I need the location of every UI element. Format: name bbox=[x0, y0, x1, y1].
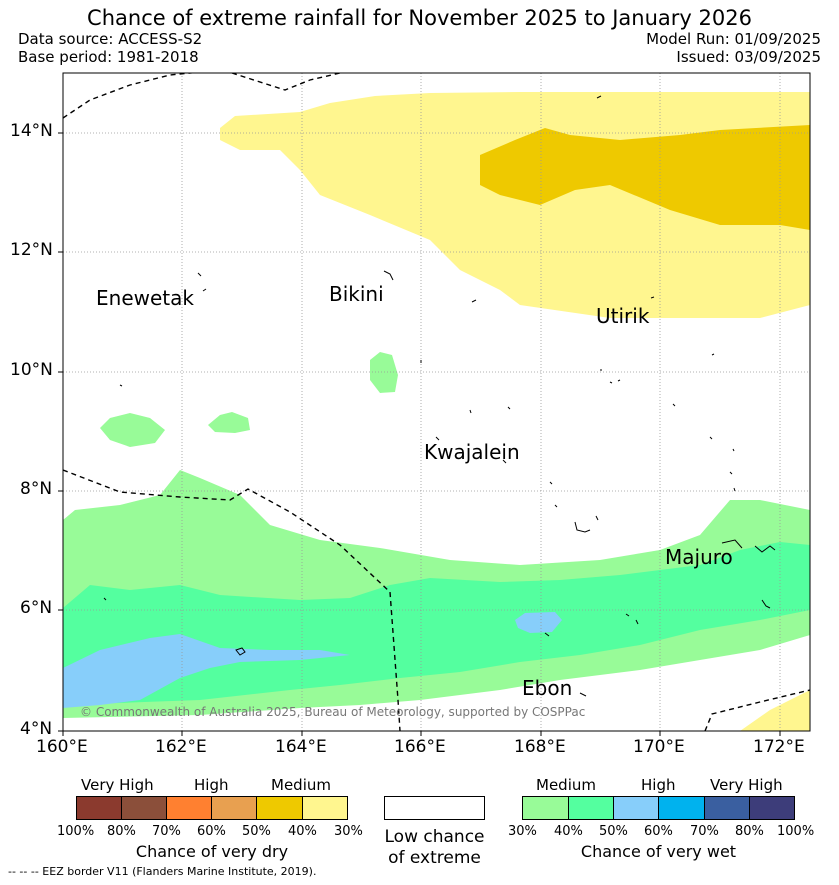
dry-swatch-40-30 bbox=[302, 796, 348, 820]
place-label-enewetak: Enewetak bbox=[96, 286, 194, 310]
wet-medium-island-c bbox=[370, 352, 398, 393]
dry-medium-se-area bbox=[740, 690, 810, 731]
dry-swatch-60-50 bbox=[211, 796, 257, 820]
map-title: Chance of extreme rainfall for November … bbox=[87, 6, 752, 30]
place-label-majuro: Majuro bbox=[665, 545, 733, 569]
axis-ticks bbox=[58, 132, 781, 736]
wet-swatch-50-60 bbox=[613, 796, 659, 820]
wet-tick-40: 40% bbox=[554, 824, 583, 839]
dry-medium-40-50-area bbox=[480, 125, 810, 230]
dry-tick-80: 80% bbox=[107, 824, 136, 839]
rainfall-map bbox=[58, 72, 811, 736]
eez-borders bbox=[63, 73, 810, 731]
dry-swatch-100-80 bbox=[76, 796, 122, 820]
lon-tick-172e: 172°E bbox=[753, 737, 805, 757]
wet-tick-50: 50% bbox=[599, 824, 628, 839]
place-label-bikini: Bikini bbox=[329, 282, 384, 306]
copyright-notice: © Commonwealth of Australia 2025, Bureau… bbox=[80, 705, 586, 719]
wet-tick-60: 60% bbox=[644, 824, 673, 839]
wet-tick-100: 100% bbox=[777, 824, 815, 839]
place-label-kwajalein: Kwajalein bbox=[424, 440, 520, 464]
lat-tick-10n: 10°N bbox=[10, 360, 53, 380]
dry-tick-30: 30% bbox=[334, 824, 363, 839]
lat-tick-14n: 14°N bbox=[10, 121, 53, 141]
lat-tick-12n: 12°N bbox=[10, 240, 53, 260]
low-chance-label-line2: of extreme bbox=[388, 848, 481, 868]
wet-swatch-30-40 bbox=[522, 796, 569, 820]
lon-tick-160e: 160°E bbox=[36, 737, 88, 757]
lat-tick-8n: 8°N bbox=[20, 479, 53, 499]
base-period: Base period: 1981-2018 bbox=[18, 48, 199, 66]
model-run: Model Run: 01/09/2025 bbox=[646, 30, 821, 48]
low-chance-swatch bbox=[384, 796, 485, 820]
wet-swatch-70-80 bbox=[704, 796, 750, 820]
place-label-utirik: Utirik bbox=[596, 304, 650, 328]
dry-legend-medium: Medium bbox=[271, 776, 331, 794]
data-source: Data source: ACCESS-S2 bbox=[18, 30, 203, 48]
dry-tick-70: 70% bbox=[152, 824, 181, 839]
lat-tick-6n: 6°N bbox=[20, 598, 53, 618]
wet-swatch-60-70 bbox=[658, 796, 705, 820]
dry-swatch-70-60 bbox=[166, 796, 212, 820]
place-label-ebon: Ebon bbox=[522, 676, 573, 700]
lon-tick-166e: 166°E bbox=[394, 737, 446, 757]
dry-tick-60: 60% bbox=[197, 824, 226, 839]
dry-legend-very-high: Very High bbox=[81, 776, 154, 794]
dry-legend-title: Chance of very dry bbox=[135, 842, 289, 861]
wet-medium-island-a bbox=[100, 413, 165, 447]
wet-tick-80: 80% bbox=[735, 824, 764, 839]
wet-tick-70: 70% bbox=[690, 824, 719, 839]
issued-date: Issued: 03/09/2025 bbox=[676, 48, 821, 66]
atoll-outlines bbox=[103, 95, 776, 697]
wet-legend-high: High bbox=[641, 776, 676, 794]
map-frame bbox=[62, 72, 811, 732]
wet-legend-title: Chance of very wet bbox=[580, 842, 737, 861]
lat-tick-4n: 4°N bbox=[20, 719, 53, 739]
dry-legend-high: High bbox=[194, 776, 229, 794]
wet-legend-very-high: Very High bbox=[710, 776, 783, 794]
wet-tick-30: 30% bbox=[508, 824, 537, 839]
wet-high-50-60-area bbox=[63, 634, 350, 708]
wet-high-patch bbox=[515, 612, 562, 633]
lon-tick-170e: 170°E bbox=[633, 737, 685, 757]
lon-tick-162e: 162°E bbox=[155, 737, 207, 757]
wet-legend-medium: Medium bbox=[536, 776, 596, 794]
dry-swatch-80-70 bbox=[121, 796, 167, 820]
wet-swatch-40-50 bbox=[568, 796, 614, 820]
low-chance-label-line1: Low chance bbox=[384, 827, 485, 847]
wet-medium-island-b bbox=[208, 412, 250, 433]
lon-tick-168e: 168°E bbox=[514, 737, 566, 757]
dry-tick-50: 50% bbox=[242, 824, 271, 839]
eez-footnote: -- -- -- EEZ border V11 (Flanders Marine… bbox=[8, 865, 317, 878]
dry-tick-100: 100% bbox=[57, 824, 95, 839]
lon-tick-164e: 164°E bbox=[275, 737, 327, 757]
wet-swatch-80-100 bbox=[749, 796, 795, 820]
dry-swatch-50-40 bbox=[256, 796, 303, 820]
dry-tick-40: 40% bbox=[288, 824, 317, 839]
wet-medium-40-50-area bbox=[63, 542, 810, 705]
